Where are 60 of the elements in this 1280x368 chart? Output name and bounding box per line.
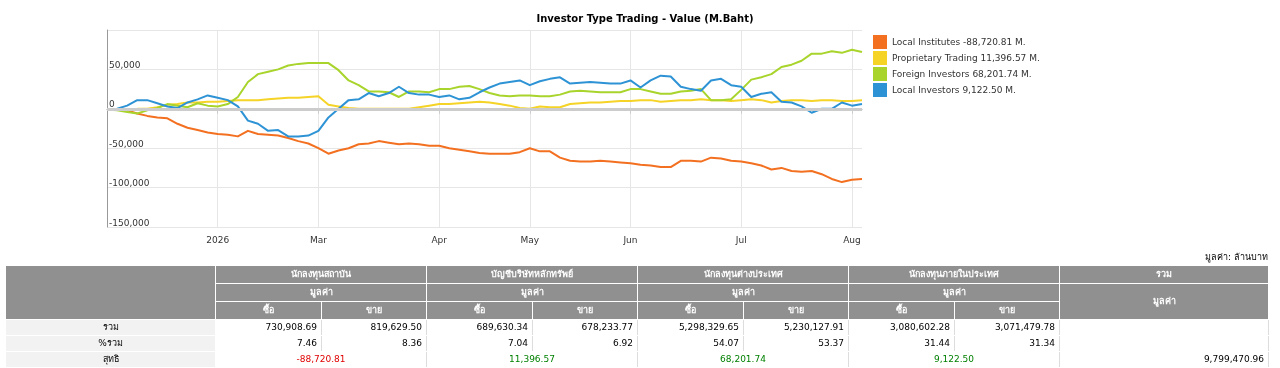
text: นักลงทุนสถาบัน [215,265,427,284]
text: 678,233.77 [532,319,638,336]
legend-label: Local Investors 9,122.50 M. [892,85,1016,95]
text: รวม [1059,265,1269,284]
text: -88,720.81 [215,351,427,368]
x-tick-label: 2026 [206,234,230,245]
x-tick-label: Apr [431,234,448,245]
text: มูลค่า [848,283,1060,302]
x-tick-label: Mar [309,234,328,245]
text: ขาย [532,301,638,320]
x-tick-label: May [520,234,540,245]
text: 9,122.50 [848,351,1060,368]
legend-label: Proprietary Trading 11,396.57 M. [892,53,1040,63]
y-tick-label: -100,000 [109,178,150,189]
text: มูลค่า [215,283,427,302]
y-tick-label: -50,000 [109,138,145,149]
text: ขาย [321,301,427,320]
text: บัญชีบริษัทหลักทรัพย์ [426,265,638,284]
text: 5,230,127.91 [743,319,849,336]
text: 819,629.50 [321,319,427,336]
text: นักลงทุนต่างประเทศ [637,265,849,284]
text: 31.34 [954,335,1060,352]
text: มูลค่า [1059,283,1269,320]
y-tick-label: 50,000 [109,59,141,70]
text: 7.46 [215,335,322,352]
text: 3,080,602.28 [848,319,955,336]
text: มูลค่า [426,283,638,302]
text: 3,071,479.78 [954,319,1060,336]
text: 53.37 [743,335,849,352]
legend-label: Local Institutes -88,720.81 M. [892,37,1026,47]
text: 31.44 [848,335,955,352]
chart-title: Investor Type Trading - Value (M.Baht) [536,12,754,24]
text: 689,630.34 [426,319,533,336]
text: รวม [5,319,216,336]
text: ขาย [954,301,1060,320]
text: สุทธิ [5,351,216,368]
legend-label: Foreign Investors 68,201.74 M. [892,69,1032,79]
text: 5,298,329.65 [637,319,744,336]
text: 11,396.57 [426,351,638,368]
text: 8.36 [321,335,427,352]
text: 54.07 [637,335,744,352]
y-tick-label: 0 [109,99,115,110]
text: 68,201.74 [637,351,849,368]
text: 730,908.69 [215,319,322,336]
text: 7.04 [426,335,533,352]
text: มูลค่า: ล้านบาท [1205,251,1268,264]
text: นักลงทุนภายในประเทศ [848,265,1060,284]
text: ซื้อ [848,301,955,320]
text: 9,799,470.96 [1059,351,1269,368]
text: ซื้อ [215,301,322,320]
text: ซื้อ [426,301,533,320]
x-tick-label: Jun [622,234,638,245]
text: 6.92 [532,335,638,352]
text: %รวม [5,335,216,352]
text: ซื้อ [637,301,744,320]
x-tick-label: Aug [843,234,861,245]
text: ขาย [743,301,849,320]
x-tick-label: Jul [734,234,747,245]
text: มูลค่า [637,283,849,302]
y-tick-label: -150,000 [109,217,150,228]
